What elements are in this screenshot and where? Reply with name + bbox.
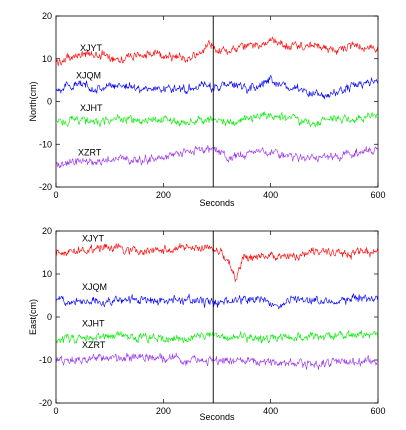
series-label-xjqm: XJQM [82, 282, 107, 292]
y-tick-label: 10 [42, 269, 52, 279]
panel-2: 0 200 400 600 -20 -10 0 10 20 Seconds East(cm) XJYT… [28, 226, 386, 422]
series-line-xjyt [55, 36, 379, 67]
series-line-xjht [55, 111, 379, 128]
series-label-xjht: XJHT [80, 103, 103, 113]
series-label-xzrt: XZRT [82, 340, 106, 350]
y-tick-label: 20 [42, 226, 52, 236]
y-tick-label: 0 [47, 312, 52, 322]
series-line-xzrt [55, 352, 379, 371]
x-tick-label: 200 [156, 190, 171, 200]
x-tick-label: 400 [263, 406, 278, 416]
y-tick-label: -10 [39, 139, 52, 149]
y-tick-label: -20 [39, 398, 52, 408]
x-axis-label: Seconds [199, 412, 235, 422]
series-line-xjqm [55, 74, 379, 100]
x-tick-label: 0 [53, 190, 58, 200]
series-label-xjht: XJHT [82, 319, 105, 329]
y-tick-label: -20 [39, 182, 52, 192]
panel-1: 0 200 400 600 -20 -10 0 10 20 Seconds North(cm) XJY… [28, 11, 386, 208]
series-line-xzrt [55, 144, 379, 169]
y-tick-label: 10 [42, 54, 52, 64]
y-axis-label: East(cm) [28, 299, 38, 335]
series-line-xjqm [55, 293, 379, 310]
x-tick-label: 600 [370, 190, 385, 200]
x-tick-label: 600 [370, 406, 385, 416]
series-label-xjyt: XJYT [80, 43, 103, 53]
x-tick-label: 200 [156, 406, 171, 416]
x-tick-label: 0 [53, 406, 58, 416]
series-label-xzrt: XZRT [78, 148, 102, 158]
y-axis-label: North(cm) [28, 81, 38, 121]
axes-frame [55, 230, 379, 404]
series-line-xjyt [55, 243, 379, 282]
series-label-xjqm: XJQM [76, 71, 101, 81]
x-axis-label: Seconds [199, 198, 235, 208]
series-line-xjht [55, 330, 379, 344]
y-tick-label: 20 [42, 11, 52, 21]
x-tick-label: 400 [263, 190, 278, 200]
series-label-xjyt: XJYT [82, 234, 105, 244]
y-tick-label: 0 [47, 97, 52, 107]
y-tick-label: -10 [39, 355, 52, 365]
